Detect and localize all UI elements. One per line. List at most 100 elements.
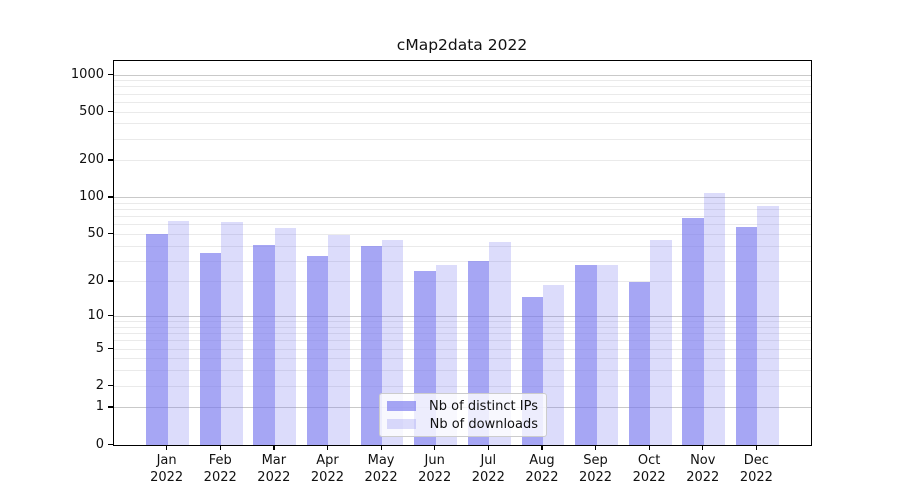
- gridline-minor: [114, 233, 811, 235]
- y-tick-label: 10: [87, 308, 104, 324]
- x-axis-tick: [702, 445, 704, 450]
- gridline-minor: [114, 370, 811, 372]
- gridline-minor: [114, 209, 811, 211]
- gridline-minor: [114, 216, 811, 218]
- gridline-minor: [114, 80, 811, 82]
- x-tick-label: May 2022: [364, 453, 398, 485]
- gridline-minor: [114, 93, 811, 95]
- bar-downloads-oct: [650, 239, 672, 445]
- bar-downloads-nov: [703, 192, 726, 445]
- gridline-minor: [114, 101, 811, 103]
- gridline-major: [114, 197, 811, 199]
- x-tick-label: Apr 2022: [310, 453, 344, 485]
- gridline-minor: [114, 260, 811, 262]
- gridline-minor: [114, 358, 811, 360]
- gridline-minor: [114, 245, 811, 247]
- gridline-major: [114, 316, 811, 318]
- y-axis-tick: [108, 406, 113, 408]
- x-tick-label: Dec 2022: [739, 453, 773, 485]
- bar-downloads-aug: [542, 284, 565, 445]
- x-axis-tick: [648, 445, 650, 450]
- gridline-major: [114, 74, 811, 76]
- x-tick-label: Feb 2022: [203, 453, 237, 485]
- bar-distinct-ips-apr: [307, 256, 329, 445]
- plot-area: [113, 60, 812, 446]
- gridline-minor: [114, 385, 811, 387]
- bar-downloads-feb: [221, 222, 243, 445]
- bar-distinct-ips-may: [360, 246, 383, 445]
- y-tick-label: 100: [79, 189, 104, 205]
- x-axis-tick: [434, 445, 436, 450]
- x-tick-label: Jul 2022: [471, 453, 505, 485]
- y-axis-tick: [108, 384, 113, 386]
- x-tick-label: Aug 2022: [525, 453, 559, 485]
- y-tick-label: 2: [95, 377, 104, 393]
- gridline-minor: [114, 138, 811, 140]
- x-axis-tick: [541, 445, 543, 450]
- legend-item-downloads: Nb of downloads: [387, 415, 538, 433]
- x-axis-tick: [487, 445, 489, 450]
- legend-swatch-downloads: [387, 419, 416, 429]
- bar-distinct-ips-nov: [682, 218, 704, 445]
- x-tick-label: Nov 2022: [686, 453, 720, 485]
- gridline-minor: [114, 160, 811, 162]
- x-tick-label: Jan 2022: [150, 453, 184, 485]
- x-tick-label: Jun 2022: [418, 453, 452, 485]
- y-tick-label: 1: [95, 399, 104, 415]
- bar-distinct-ips-dec: [735, 226, 758, 445]
- gridline-minor: [114, 333, 811, 335]
- bar-downloads-jan: [167, 220, 189, 445]
- y-tick-label: 20: [87, 273, 104, 289]
- gridline-minor: [114, 321, 811, 323]
- y-tick-label: 5: [95, 340, 104, 356]
- x-tick-label: Sep 2022: [578, 453, 613, 485]
- y-axis-tick: [108, 196, 113, 198]
- x-tick-label: Mar 2022: [257, 453, 291, 485]
- y-tick-label: 0: [95, 436, 104, 452]
- bar-downloads-sep: [596, 264, 618, 445]
- gridline-minor: [114, 202, 811, 204]
- y-axis-tick: [108, 232, 113, 235]
- x-axis-tick: [166, 445, 168, 450]
- gridline-minor: [114, 340, 811, 342]
- gridline-minor: [114, 348, 811, 350]
- y-axis-tick: [108, 315, 113, 317]
- x-axis-tick: [219, 445, 221, 450]
- chart-title: cMap2data 2022: [396, 36, 528, 54]
- legend: Nb of distinct IPs Nb of downloads: [379, 393, 547, 437]
- bar-distinct-ips-sep: [575, 264, 597, 445]
- y-axis-tick: [108, 347, 113, 349]
- y-axis-tick: [108, 159, 113, 161]
- x-axis-tick: [755, 445, 758, 450]
- y-axis-tick: [108, 110, 113, 112]
- y-axis-tick: [108, 280, 113, 282]
- bar-downloads-apr: [328, 235, 350, 445]
- gridline-minor: [114, 86, 811, 88]
- bar-distinct-ips-mar: [253, 244, 275, 445]
- x-axis-tick: [273, 445, 275, 450]
- y-tick-label: 500: [79, 103, 104, 119]
- y-axis-tick: [108, 443, 113, 445]
- legend-label-downloads: Nb of downloads: [429, 416, 538, 432]
- legend-item-distinct-ips: Nb of distinct IPs: [387, 397, 538, 415]
- gridline-minor: [114, 224, 811, 226]
- gridline-minor: [114, 123, 811, 125]
- x-tick-label: Oct 2022: [632, 453, 666, 485]
- x-axis-tick: [595, 445, 597, 450]
- bar-distinct-ips-jan: [146, 234, 168, 445]
- y-tick-label: 1000: [70, 66, 104, 82]
- y-axis-tick: [108, 73, 113, 75]
- legend-label-distinct-ips: Nb of distinct IPs: [429, 398, 538, 414]
- bar-distinct-ips-oct: [628, 281, 651, 445]
- gridline-minor: [114, 326, 811, 328]
- x-axis-tick: [380, 445, 382, 450]
- bar-downloads-dec: [757, 206, 779, 445]
- gridline-minor: [114, 111, 811, 113]
- y-tick-label: 50: [87, 225, 104, 241]
- bar-downloads-mar: [274, 227, 297, 445]
- bar-distinct-ips-feb: [199, 253, 222, 445]
- legend-swatch-distinct-ips: [387, 401, 416, 411]
- x-axis-tick: [326, 445, 329, 450]
- gridline-minor: [114, 281, 811, 283]
